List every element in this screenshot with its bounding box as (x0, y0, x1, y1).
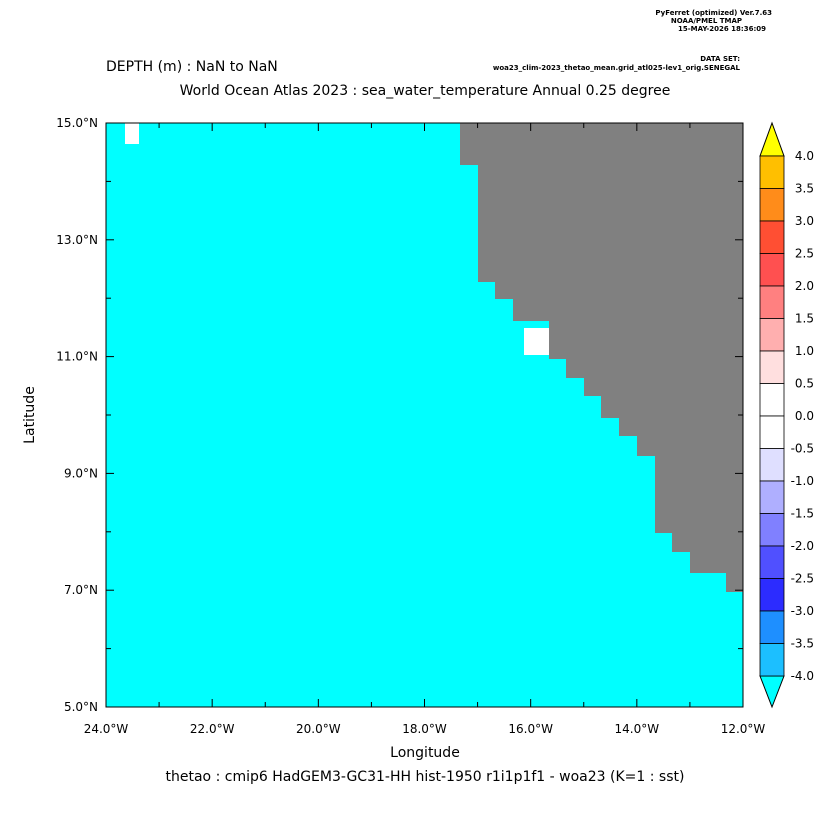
colorbar-label: 0.0 (795, 409, 814, 423)
caption: thetao : cmip6 HadGEM3-GC31-HH hist-1950… (166, 769, 685, 785)
colorbar-box (759, 155, 785, 189)
y-tick-label: 9.0°N (64, 466, 98, 480)
missing-cell (524, 328, 549, 355)
x-axis-label: Longitude (390, 745, 460, 761)
colorbar-box (759, 383, 785, 417)
colorbar-label: -2.0 (791, 539, 814, 553)
colorbar-label: -4.0 (791, 669, 814, 683)
colorbar-box (759, 318, 785, 352)
date-label: 15-MAY-2026 18:36:09 (678, 25, 766, 33)
y-axis-label: Latitude (22, 386, 38, 444)
colorbar-box (759, 513, 785, 547)
colorbar-label: -3.5 (791, 637, 814, 651)
colorbar-label: -1.0 (791, 474, 814, 488)
colorbar-label: 3.5 (795, 182, 814, 196)
colorbar-box (759, 643, 785, 677)
dataset-label: DATA SET: (700, 55, 740, 63)
colorbar-over (759, 121, 785, 157)
colorbar-label: 1.5 (795, 312, 814, 326)
colorbar-label: 0.5 (795, 377, 814, 391)
colorbar-label: 4.0 (795, 149, 814, 163)
map (105, 122, 744, 708)
colorbar-box (759, 545, 785, 579)
missing-cell (125, 123, 139, 144)
colorbar-label: -0.5 (791, 442, 814, 456)
y-tick-label: 7.0°N (64, 583, 98, 597)
y-tick-label: 11.0°N (56, 350, 98, 364)
program-label: PyFerret (optimized) Ver.7.63 (655, 9, 772, 17)
colorbar-box (759, 448, 785, 482)
y-tick-label: 15.0°N (56, 116, 98, 130)
colorbar-box (759, 350, 785, 384)
colorbar-label: 2.0 (795, 279, 814, 293)
x-tick-label: 18.0°W (402, 722, 447, 736)
colorbar-label: -1.5 (791, 507, 814, 521)
colorbar-under (759, 675, 785, 709)
colorbar-box (759, 578, 785, 612)
chart-title: World Ocean Atlas 2023 : sea_water_tempe… (180, 83, 671, 99)
subtitle: DEPTH (m) : NaN to NaN (106, 59, 278, 75)
x-tick-label: 22.0°W (190, 722, 235, 736)
land-mask (460, 123, 743, 592)
colorbar-box (759, 220, 785, 254)
org-label: NOAA/PMEL TMAP (671, 17, 742, 25)
x-tick-label: 12.0°W (721, 722, 766, 736)
x-tick-label: 14.0°W (615, 722, 660, 736)
colorbar-box (759, 480, 785, 514)
colorbar-box (759, 610, 785, 644)
colorbar-label: -3.0 (791, 604, 814, 618)
colorbar-box (759, 253, 785, 287)
colorbar-box (759, 415, 785, 449)
colorbar-label: -2.5 (791, 572, 814, 586)
x-tick-label: 24.0°W (84, 722, 129, 736)
colorbar-box (759, 188, 785, 222)
y-tick-label: 13.0°N (56, 233, 98, 247)
colorbar-label: 1.0 (795, 344, 814, 358)
y-tick-label: 5.0°N (64, 700, 98, 714)
colorbar-label: 2.5 (795, 247, 814, 261)
x-tick-label: 16.0°W (508, 722, 553, 736)
colorbar-box (759, 285, 785, 319)
dataset-name: woa23_clim-2023_thetao_mean.grid_atl025-… (493, 64, 741, 72)
x-tick-label: 20.0°W (296, 722, 341, 736)
colorbar-label: 3.0 (795, 214, 814, 228)
